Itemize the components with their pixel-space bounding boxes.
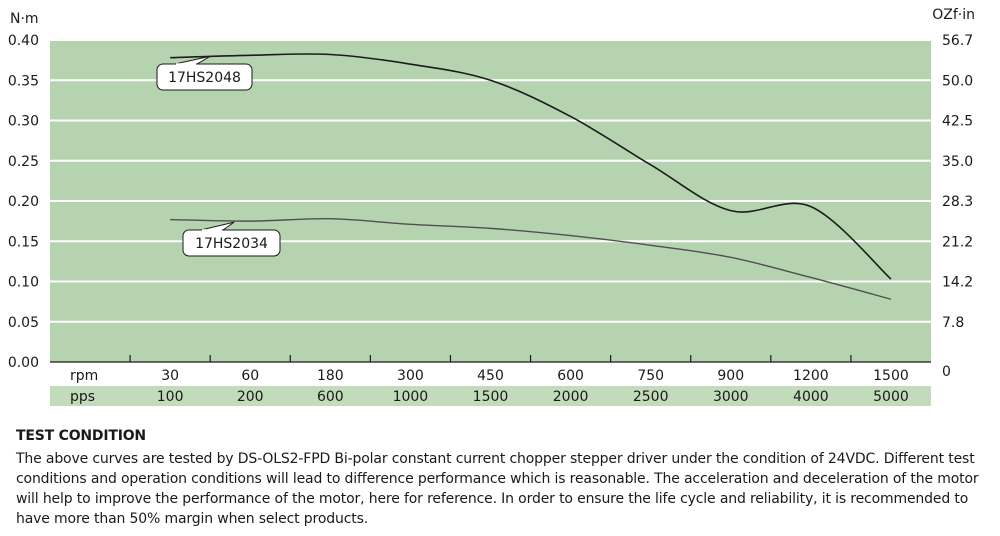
y-tick-label-left: 0.10 <box>8 275 39 291</box>
pps-tick-label: 2500 <box>633 389 669 405</box>
y-tick-label-left: 0.35 <box>8 73 39 89</box>
pps-tick-label: 2000 <box>553 389 589 405</box>
y-axis-label-left: N·m <box>10 11 39 27</box>
callout-box <box>182 229 281 257</box>
y-tick-label-left: 0.40 <box>8 33 39 49</box>
y-tick-label-left: 0.30 <box>8 114 39 130</box>
pps-tick-label: 3000 <box>713 389 749 405</box>
y-tick-label-right: 56.7 <box>942 33 973 49</box>
y-tick-label-left: 0.15 <box>8 234 39 250</box>
y-tick-label-right: 14.2 <box>942 275 973 291</box>
pps-row-band <box>50 386 931 406</box>
rpm-tick-label: 180 <box>317 368 344 384</box>
y-tick-label-left: 0.20 <box>8 194 39 210</box>
y-tick-label-right: 35.0 <box>942 154 973 170</box>
pps-tick-label: 100 <box>157 389 184 405</box>
pps-tick-label: 1000 <box>393 389 429 405</box>
rpm-tick-label: 1200 <box>793 368 829 384</box>
rpm-tick-label: 1500 <box>873 368 909 384</box>
rpm-tick-label: 900 <box>717 368 744 384</box>
y-tick-label-right: 7.8 <box>942 315 964 331</box>
rpm-tick-label: 300 <box>397 368 424 384</box>
y-tick-label-left: 0.00 <box>8 355 39 371</box>
callout-box <box>156 63 253 91</box>
series-line-17HS2048 <box>170 53 892 280</box>
callout-pointer <box>200 221 235 231</box>
pps-tick-label: 600 <box>317 389 344 405</box>
rpm-tick-label: 750 <box>637 368 664 384</box>
y-tick-label-right: 21.2 <box>942 234 973 250</box>
rpm-tick-label: 450 <box>477 368 504 384</box>
y-tick-label-left: 0.05 <box>8 315 39 331</box>
y-tick-label-right: 42.5 <box>942 114 973 130</box>
rpm-tick-label: 60 <box>241 368 259 384</box>
rpm-tick-label: 600 <box>557 368 584 384</box>
pps-tick-label: 200 <box>237 389 264 405</box>
pps-row-label: pps <box>70 389 95 405</box>
pps-tick-label: 5000 <box>873 389 909 405</box>
pps-tick-label: 1500 <box>473 389 509 405</box>
rpm-row-label: rpm <box>70 368 98 384</box>
series-label-17HS2048: 17HS2048 <box>168 70 241 86</box>
y-tick-label-right: 28.3 <box>942 194 973 210</box>
test-condition-body: The above curves are tested by DS-OLS2-F… <box>16 451 979 527</box>
y-axis-label-right: OZf·in <box>932 7 975 23</box>
y-tick-label-left: 0.25 <box>8 154 39 170</box>
test-condition-section: TEST CONDITION The above curves are test… <box>16 428 991 529</box>
series-line-17HS2034 <box>170 217 892 300</box>
series-label-17HS2034: 17HS2034 <box>195 236 268 252</box>
y-tick-label-right: 0 <box>942 364 951 380</box>
test-condition-title: TEST CONDITION <box>16 428 146 444</box>
torque-chart: N·m 0.00 0.05 0.10 0.15 0.20 0.25 0.30 0.35 0.40 O… <box>8 7 975 406</box>
pps-tick-label: 4000 <box>793 389 829 405</box>
callout-pointer <box>174 55 211 65</box>
rpm-tick-label: 30 <box>161 368 179 384</box>
y-tick-label-right: 50.0 <box>942 73 973 89</box>
